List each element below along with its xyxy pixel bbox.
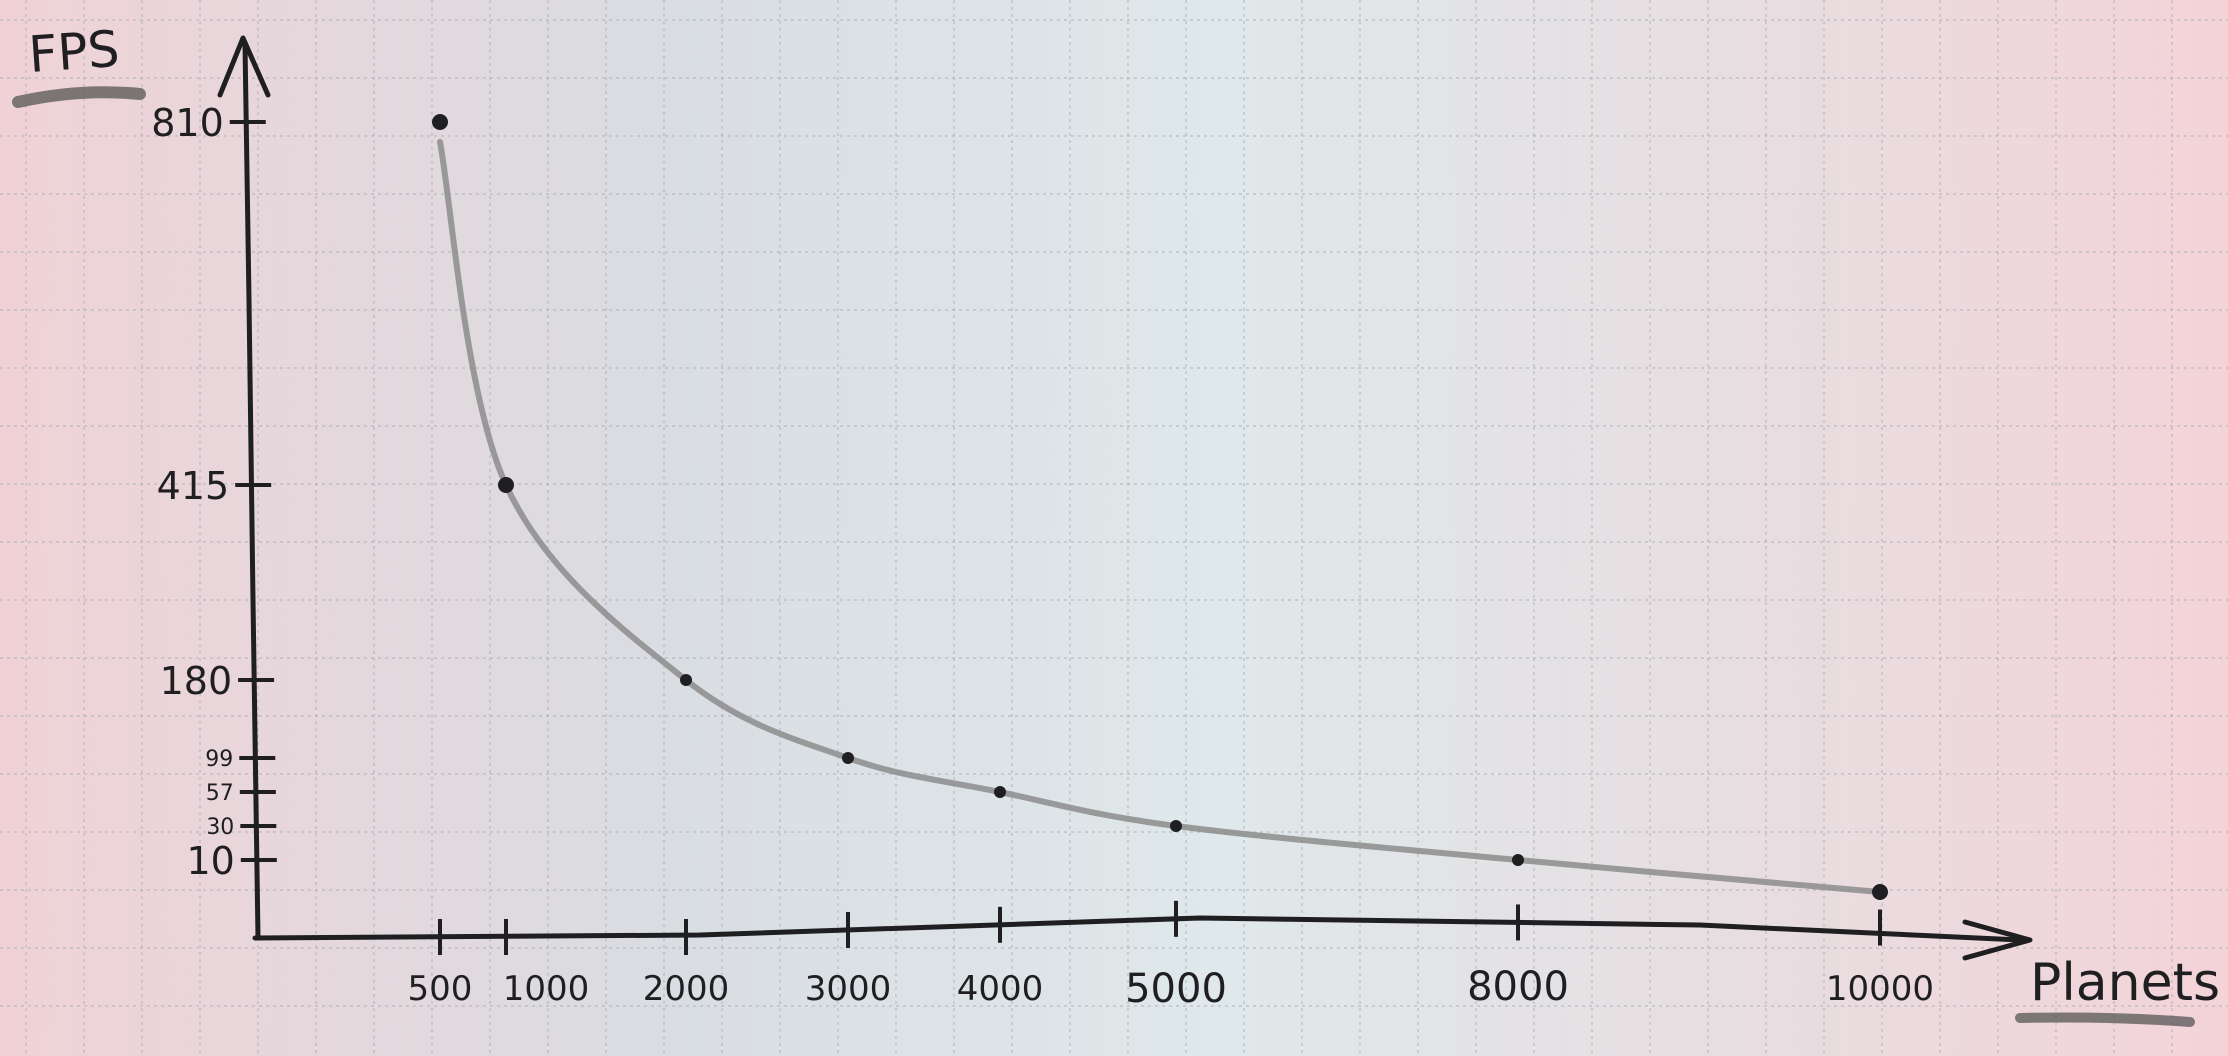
y-tick-label-0: 810 [151,101,224,145]
data-point-0 [432,114,448,130]
data-points [432,114,1888,900]
y-axis-label: FPS [27,20,121,84]
data-point-3 [842,752,854,764]
y-tick-label-2: 180 [160,659,233,703]
data-point-7 [1872,884,1888,900]
series-0-line [437,139,1883,895]
y-tick-label-3: 99 [205,747,233,772]
x-tick-label-5: 5000 [1125,966,1227,1012]
x-tick-label-7: 10000 [1826,969,1934,1009]
axis-ticks: 500 1000 2000 3000 4000 5000 8000 10000 810 415 18… [151,101,1934,1012]
data-point-2 [680,674,692,686]
y-tick-label-5: 30 [206,815,234,840]
y-axis-label-underline [12,86,146,108]
y-tick-label-6: 10 [186,839,234,883]
axes [217,35,2033,961]
y-axis-arrow [217,35,271,98]
y-tick-label-4: 57 [206,781,234,806]
x-tick-label-2: 2000 [643,969,730,1009]
data-point-5 [1170,820,1182,832]
x-tick-label-6: 8000 [1467,964,1569,1010]
x-axis-arrow [1962,919,2033,961]
x-axis-line [252,915,2023,943]
x-tick-label-1: 1000 [503,969,590,1009]
data-point-1 [498,477,514,493]
y-axis-line [242,42,261,941]
x-tick-label-3: 3000 [805,969,892,1009]
y-tick-label-1: 415 [157,464,230,508]
x-axis-label: Planets [2030,953,2220,1013]
data-point-4 [994,786,1006,798]
x-axis-label-underline [2015,1012,2195,1027]
data-point-6 [1512,854,1524,866]
x-tick-label-4: 4000 [957,969,1044,1009]
x-tick-label-0: 500 [408,969,473,1009]
